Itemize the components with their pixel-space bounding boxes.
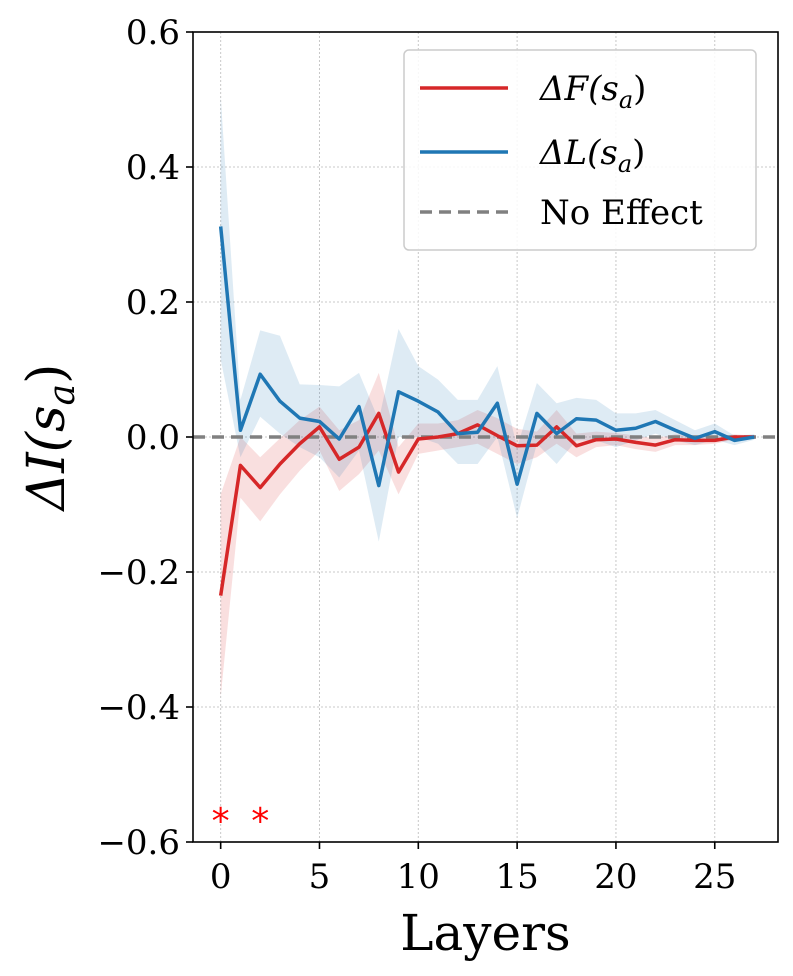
confidence-band-delta-f bbox=[220, 372, 755, 697]
x-tick-label: 15 bbox=[495, 857, 538, 897]
y-tick-label: −0.6 bbox=[97, 823, 180, 863]
y-tick-label: −0.2 bbox=[97, 553, 180, 593]
series-line-delta-f bbox=[218, 411, 755, 596]
series-lines bbox=[218, 226, 755, 596]
y-axis-title-sub: a bbox=[42, 384, 83, 405]
significance-marker: * bbox=[212, 801, 230, 842]
legend-box bbox=[403, 49, 757, 251]
x-axis-title: Layers bbox=[400, 904, 570, 962]
legend-label-delta-f: ΔF(sa) bbox=[538, 69, 646, 114]
significance-marker: * bbox=[251, 801, 269, 842]
axis-ticks: 0 5 10 15 20 25 −0.6 −0.4 −0.2 0.0 0.2 0.4 0.6 bbox=[97, 13, 736, 897]
y-axis-title-main: ΔI(s bbox=[17, 405, 77, 512]
legend-label-no-effect: No Effect bbox=[540, 193, 703, 233]
y-tick-label: 0.2 bbox=[126, 283, 180, 323]
x-tick-label: 25 bbox=[693, 857, 736, 897]
x-tick-label: 20 bbox=[594, 857, 637, 897]
y-tick-label: 0.0 bbox=[126, 418, 180, 458]
legend: ΔF(sa) ΔL(sa) No Effect bbox=[403, 49, 757, 251]
y-axis-title: ΔI(sa) bbox=[17, 364, 83, 513]
y-tick-label: 0.4 bbox=[126, 148, 180, 188]
x-tick-label: 0 bbox=[210, 857, 232, 897]
y-axis-title-close: ) bbox=[17, 364, 77, 384]
x-tick-label: 10 bbox=[397, 857, 440, 897]
significance-markers: * * bbox=[212, 801, 270, 842]
series-line-delta-l bbox=[218, 226, 755, 488]
y-tick-label: −0.4 bbox=[97, 688, 180, 728]
y-tick-label: 0.6 bbox=[126, 13, 180, 53]
x-tick-label: 5 bbox=[309, 857, 331, 897]
legend-label-delta-l: ΔL(sa) bbox=[538, 133, 645, 178]
